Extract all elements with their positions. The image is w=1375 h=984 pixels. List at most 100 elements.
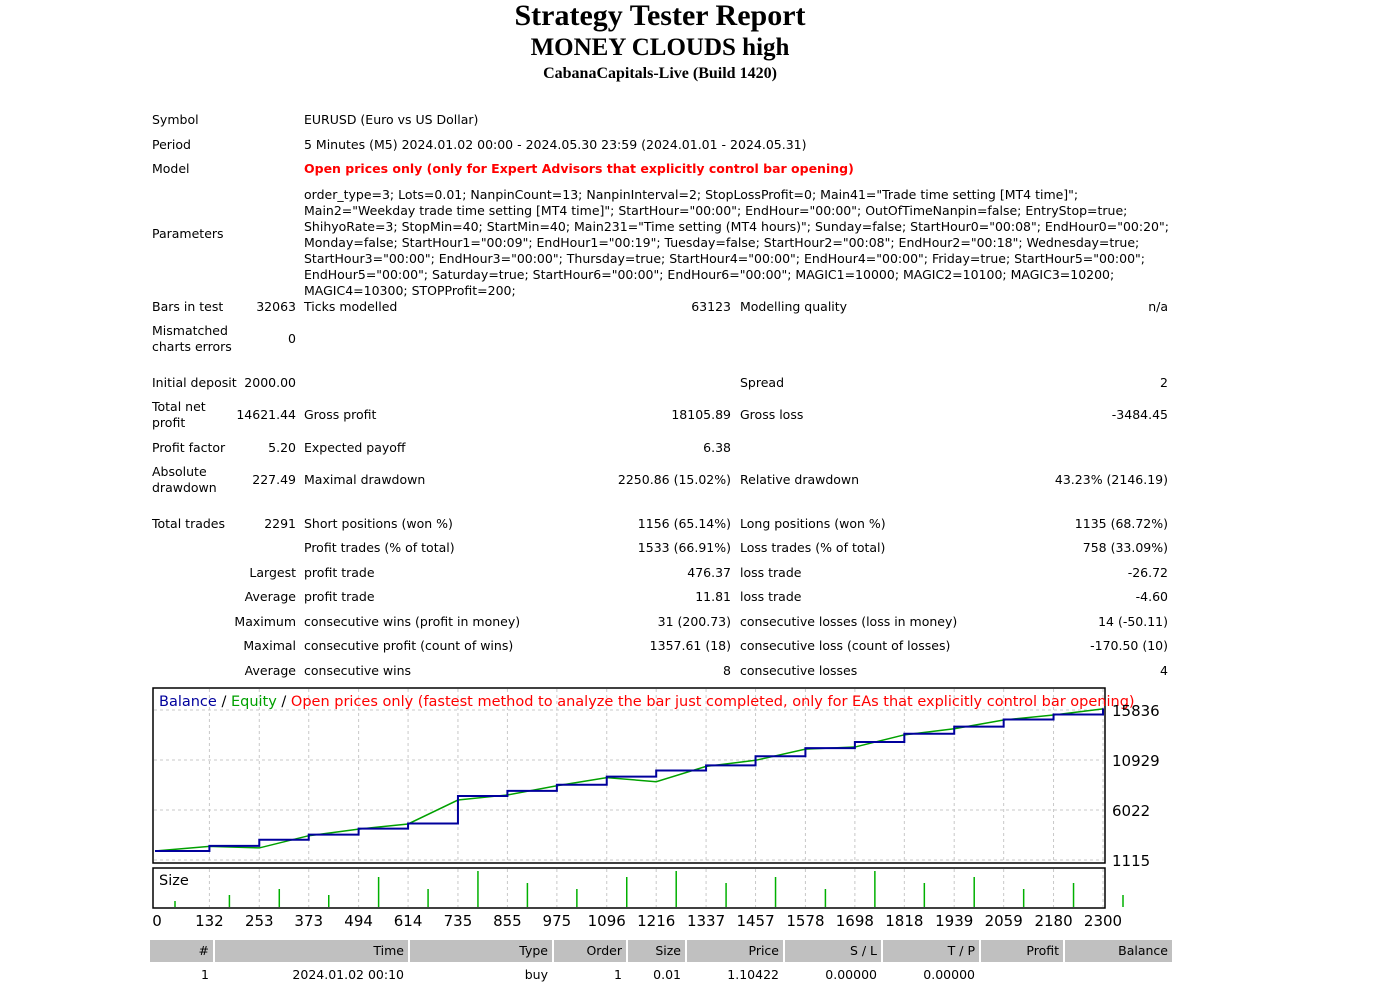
average-profit-value: 11.81 <box>695 589 731 604</box>
legend-balance: Balance <box>159 694 217 710</box>
total-trades-value: 2291 <box>264 516 296 531</box>
expected-payoff-value: 6.38 <box>703 440 731 455</box>
balance-series <box>155 708 1104 852</box>
row1-type: buy <box>524 967 548 982</box>
largest-label: Largest <box>249 565 296 580</box>
x-tick-label: 2180 <box>1034 912 1072 930</box>
x-tick-label: 1457 <box>736 912 774 930</box>
x-tick-label: 2300 <box>1084 912 1122 930</box>
x-tick-label: 253 <box>245 912 274 930</box>
x-tick-label: 1578 <box>786 912 824 930</box>
x-tick-label: 494 <box>344 912 373 930</box>
long-label: Long positions (won %) <box>740 516 886 531</box>
model-value: Open prices only (only for Expert Adviso… <box>304 161 854 176</box>
netprofit-value: 14621.44 <box>236 407 296 422</box>
y-tick-label: 15836 <box>1112 702 1160 720</box>
ticks-value: 63123 <box>691 299 731 314</box>
deposit-label: Initial deposit <box>152 375 237 390</box>
mismatch-label-1: Mismatched <box>152 323 228 338</box>
x-tick-label: 1939 <box>935 912 973 930</box>
x-tick-label: 975 <box>543 912 572 930</box>
equity-line <box>154 708 1104 852</box>
mismatch-label-2: charts errors <box>152 339 232 354</box>
parameters-value: order_type=3; Lots=0.01; NanpinCount=13;… <box>304 187 1169 298</box>
equity-series <box>154 708 1104 852</box>
period-value: 5 Minutes (M5) 2024.01.02 00:00 - 2024.0… <box>304 137 807 152</box>
x-tick-label: 0 <box>152 912 162 930</box>
profit-trades-value: 1533 (66.91%) <box>637 540 731 555</box>
maxdd-value: 2250.86 (15.02%) <box>617 472 731 487</box>
deposit-value: 2000.00 <box>244 375 296 390</box>
th-time: Time <box>215 940 408 962</box>
x-tick-label: 373 <box>294 912 323 930</box>
size-chart-frame <box>152 867 1106 909</box>
x-tick-label: 1337 <box>687 912 725 930</box>
average2-label: Average <box>244 663 296 678</box>
legend-note: Open prices only (fastest method to anal… <box>291 694 1135 710</box>
spread-value: 2 <box>1160 375 1168 390</box>
expected-payoff-label: Expected payoff <box>304 440 406 455</box>
th-number: # <box>150 940 213 962</box>
netprofit-label-2: profit <box>152 415 186 430</box>
avg-consec-losses-value: 4 <box>1160 663 1168 678</box>
x-tick-label: 1216 <box>637 912 675 930</box>
x-tick-label: 132 <box>195 912 224 930</box>
largest-loss-value: -26.72 <box>1127 565 1168 580</box>
average-loss-label: loss trade <box>740 589 802 604</box>
maximal-consec-loss-label: consecutive loss (count of losses) <box>740 638 951 653</box>
row1-number: 1 <box>201 967 209 982</box>
absdd-label-1: Absolute <box>152 464 207 479</box>
quality-label: Modelling quality <box>740 299 848 314</box>
y-tick-label: 1115 <box>1112 852 1150 870</box>
quality-value: n/a <box>1148 299 1168 314</box>
size-bars <box>174 871 1124 907</box>
row1-tp: 0.00000 <box>923 967 975 982</box>
avg-consec-wins-label: consecutive wins <box>304 663 412 678</box>
long-value: 1135 (68.72%) <box>1074 516 1168 531</box>
short-label: Short positions (won %) <box>304 516 453 531</box>
loss-trades-value: 758 (33.09%) <box>1082 540 1168 555</box>
profit-trades-label: Profit trades (% of total) <box>304 540 455 555</box>
max-consec-losses-label: consecutive losses (loss in money) <box>740 614 958 629</box>
avg-consec-wins-value: 8 <box>723 663 731 678</box>
max-consec-wins-label: consecutive wins (profit in money) <box>304 614 521 629</box>
largest-loss-label: loss trade <box>740 565 802 580</box>
maximum-label: Maximum <box>234 614 296 629</box>
grossprofit-value: 18105.89 <box>671 407 731 422</box>
th-size: Size <box>628 940 685 962</box>
reldd-label: Relative drawdown <box>740 472 860 487</box>
y-axis-ticks: 15836 10929 6022 1115 <box>1112 702 1160 870</box>
largest-profit-label: profit trade <box>304 565 375 580</box>
total-trades-label: Total trades <box>152 516 226 531</box>
x-tick-label: 1096 <box>588 912 626 930</box>
bars-value: 32063 <box>256 299 296 314</box>
server-name: CabanaCapitals-Live (Build 1420) <box>543 65 777 82</box>
loss-trades-label: Loss trades (% of total) <box>740 540 886 555</box>
x-tick-label: 1698 <box>836 912 874 930</box>
legend-sep-2: / <box>277 694 291 710</box>
grossloss-value: -3484.45 <box>1111 407 1168 422</box>
absdd-value: 227.49 <box>252 472 296 487</box>
size-label: Size <box>159 873 189 889</box>
legend-equity: Equity <box>231 694 277 710</box>
chart-grid <box>154 689 1104 862</box>
x-tick-label: 1818 <box>885 912 923 930</box>
ea-name: MONEY CLOUDS high <box>530 34 790 61</box>
maximal-consec-loss-value: -170.50 (10) <box>1090 638 1168 653</box>
row1-size: 0.01 <box>653 967 681 982</box>
x-tick-label: 855 <box>493 912 522 930</box>
avg-consec-losses-label: consecutive losses <box>740 663 858 678</box>
maximal-label: Maximal <box>243 638 296 653</box>
average-loss-value: -4.60 <box>1135 589 1168 604</box>
ticks-label: Ticks modelled <box>304 299 398 314</box>
legend-sep-1: / <box>217 694 231 710</box>
symbol-value: EURUSD (Euro vs US Dollar) <box>304 112 479 127</box>
absdd-label-2: drawdown <box>152 480 217 495</box>
largest-profit-value: 476.37 <box>687 565 731 580</box>
reldd-value: 43.23% (2146.19) <box>1054 472 1168 487</box>
report-title: Strategy Tester Report <box>514 0 806 32</box>
spread-label: Spread <box>740 375 785 390</box>
th-sl: S / L <box>785 940 881 962</box>
max-consec-losses-value: 14 (-50.11) <box>1098 614 1168 629</box>
average-label: Average <box>244 589 296 604</box>
